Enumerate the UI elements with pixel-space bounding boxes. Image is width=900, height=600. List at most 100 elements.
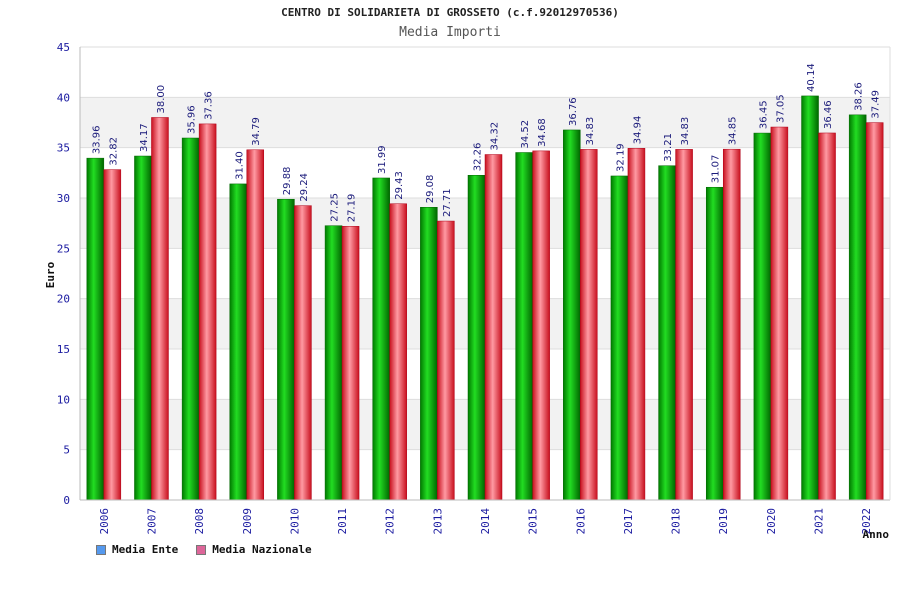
x-tick-label: 2011: [336, 508, 349, 535]
bar-media-ente-2021: [801, 95, 819, 501]
data-label: 34.68: [537, 118, 548, 147]
bar-media-nazionale-2015: [532, 150, 550, 501]
data-label: 34.17: [139, 123, 150, 152]
legend-label-media-ente: Media Ente: [112, 543, 179, 556]
bar-media-nazionale-2018: [675, 149, 693, 501]
data-label: 27.71: [442, 188, 453, 217]
y-tick-label: 0: [63, 494, 70, 507]
legend-swatch-media-nazionale: [196, 544, 207, 555]
x-tick-label: 2006: [98, 508, 111, 535]
data-label: 29.43: [394, 171, 405, 200]
x-tick-label: 2012: [384, 508, 397, 535]
x-tick-label: 2007: [145, 508, 158, 535]
x-tick-label: 2008: [193, 508, 206, 535]
data-label: 37.36: [204, 91, 215, 120]
bar-media-nazionale-2008: [198, 123, 217, 501]
bar-media-nazionale-2021: [818, 132, 836, 501]
bar-media-nazionale-2022: [865, 122, 884, 501]
bar-media-nazionale-2011: [341, 226, 360, 501]
data-label: 37.49: [871, 90, 882, 119]
data-label: 32.82: [108, 137, 119, 166]
x-tick-label: 2015: [527, 508, 540, 535]
data-label: 27.25: [330, 193, 341, 222]
x-axis-label: Anno: [863, 528, 890, 541]
bar-media-ente-2016: [563, 129, 581, 501]
data-label: 34.83: [680, 117, 691, 146]
x-tick-label: 2014: [479, 508, 492, 535]
data-label: 34.32: [490, 122, 501, 151]
data-label: 38.00: [156, 85, 167, 114]
bar-media-ente-2018: [658, 165, 676, 501]
legend-item-media-ente: Media Ente: [96, 543, 178, 556]
data-label: 40.14: [806, 63, 817, 92]
data-label: 33.21: [663, 133, 674, 162]
bar-media-nazionale-2006: [103, 169, 122, 501]
x-tick-label: 2018: [670, 508, 683, 535]
bar-media-ente-2022: [848, 114, 867, 501]
data-label: 29.88: [282, 167, 293, 196]
bar-media-nazionale-2017: [627, 148, 646, 501]
legend-item-media-nazionale: Media Nazionale: [196, 543, 312, 556]
bar-media-ente-2013: [420, 207, 438, 501]
data-label: 34.52: [520, 120, 531, 149]
legend: Media Ente Media Nazionale: [96, 543, 312, 556]
chart-subtitle: Media Importi: [399, 25, 501, 40]
y-axis-label: Euro: [44, 261, 57, 288]
bar-media-ente-2017: [610, 175, 629, 501]
y-tick-label: 30: [57, 192, 70, 205]
data-label: 36.45: [758, 100, 769, 129]
bar-media-nazionale-2010: [294, 205, 312, 501]
legend-label-media-nazionale: Media Nazionale: [212, 543, 312, 556]
data-label: 32.26: [473, 143, 484, 172]
bar-media-ente-2011: [324, 225, 343, 501]
data-label: 36.76: [568, 97, 579, 126]
bar-media-ente-2012: [372, 177, 390, 501]
bar-media-nazionale-2014: [484, 154, 503, 501]
data-label: 34.79: [251, 117, 262, 146]
y-tick-label: 40: [57, 91, 70, 104]
bar-media-ente-2020: [753, 132, 772, 501]
data-label: 36.46: [823, 100, 834, 129]
x-tick-label: 2017: [622, 508, 635, 535]
bar-media-nazionale-2012: [389, 203, 407, 501]
data-label: 38.26: [854, 82, 865, 111]
chart-title: CENTRO DI SOLIDARIETA DI GROSSETO (c.f.9…: [281, 6, 619, 19]
bar-media-ente-2007: [134, 155, 152, 501]
bar-media-nazionale-2009: [246, 149, 265, 501]
x-tick-label: 2021: [813, 508, 826, 535]
y-tick-label: 10: [57, 393, 70, 406]
y-tick-label: 20: [57, 293, 70, 306]
y-tick-label: 35: [57, 142, 70, 155]
bars-group: [86, 95, 884, 501]
bar-media-ente-2014: [467, 174, 486, 501]
y-tick-label: 45: [57, 41, 70, 54]
bar-media-nazionale-2013: [437, 220, 455, 501]
x-tick-label: 2016: [574, 508, 587, 535]
data-label: 34.83: [585, 117, 596, 146]
axes-group: 0 5 10 15 20 25 30 35 40 45 Euro Anno 2006 2007 2008 20…: [44, 41, 891, 541]
bar-media-nazionale-2019: [722, 148, 741, 501]
bar-media-ente-2009: [229, 183, 248, 501]
x-tick-label: 2022: [860, 508, 873, 535]
x-tick-label: 2013: [431, 508, 444, 535]
data-label: 31.07: [711, 155, 722, 184]
bar-media-ente-2019: [705, 186, 724, 501]
data-label: 35.96: [187, 105, 198, 134]
data-label: 31.40: [234, 151, 245, 180]
bar-media-nazionale-2016: [580, 149, 598, 501]
data-labels-group: 33.96 32.82 34.17 38.00 35.96 37.36 31.40 34.79…: [91, 63, 881, 222]
bar-media-ente-2006: [86, 157, 105, 501]
bar-media-ente-2010: [277, 198, 295, 501]
y-tick-label: 5: [63, 444, 70, 457]
bar-media-ente-2015: [515, 152, 533, 501]
x-tick-label: 2010: [288, 508, 301, 535]
x-tick-label: 2009: [241, 508, 254, 535]
data-label: 32.19: [615, 143, 626, 172]
data-label: 27.19: [347, 194, 358, 223]
data-label: 31.99: [377, 145, 388, 174]
data-label: 34.85: [728, 117, 739, 146]
data-label: 34.94: [632, 116, 643, 145]
data-label: 29.08: [425, 175, 436, 204]
y-tick-label: 25: [57, 242, 70, 255]
